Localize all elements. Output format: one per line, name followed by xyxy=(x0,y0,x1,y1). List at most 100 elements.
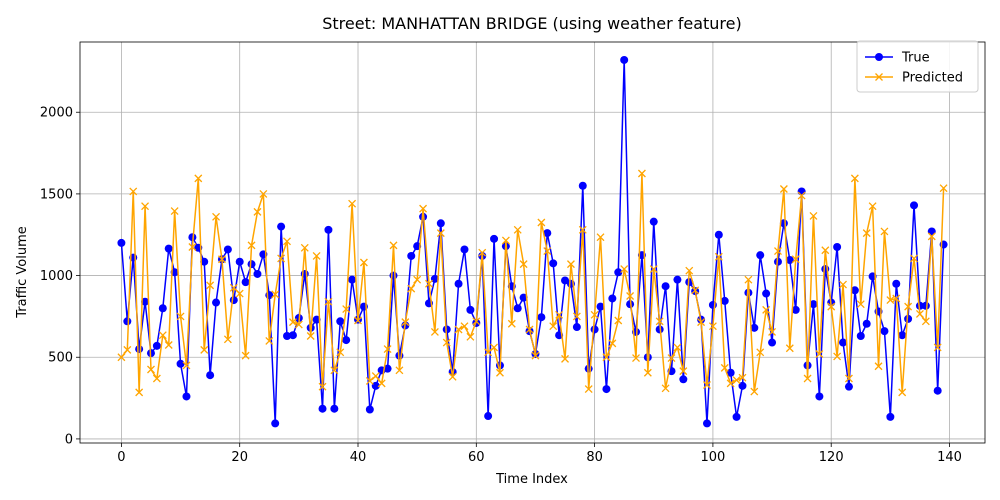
data-point xyxy=(714,252,723,261)
data-point xyxy=(359,258,368,267)
data-point xyxy=(436,229,445,238)
data-point xyxy=(898,331,907,340)
legend-marker xyxy=(875,53,883,61)
data-point xyxy=(288,318,297,327)
data-point xyxy=(407,251,416,260)
data-point xyxy=(797,191,806,200)
data-point xyxy=(182,392,191,401)
data-point xyxy=(496,368,504,377)
data-point xyxy=(880,327,889,336)
data-point xyxy=(259,189,268,198)
data-point xyxy=(939,184,948,193)
data-point xyxy=(543,229,552,238)
data-point xyxy=(590,325,599,334)
data-point xyxy=(212,298,221,307)
data-point xyxy=(152,341,161,350)
data-point xyxy=(791,255,800,264)
data-point xyxy=(519,260,528,269)
data-point xyxy=(164,244,173,253)
data-point xyxy=(472,317,481,326)
data-point xyxy=(691,286,700,295)
data-point xyxy=(377,379,386,388)
data-point xyxy=(389,241,398,250)
data-point xyxy=(395,366,404,375)
data-point xyxy=(809,211,818,220)
data-point xyxy=(176,359,185,368)
plot-frame xyxy=(79,41,986,444)
data-point xyxy=(679,375,688,384)
data-point xyxy=(354,316,362,325)
data-point xyxy=(342,336,351,345)
data-point xyxy=(466,305,475,314)
data-point xyxy=(218,255,226,264)
data-point xyxy=(549,322,558,331)
data-point xyxy=(655,317,664,326)
data-point xyxy=(637,169,646,178)
data-point xyxy=(288,331,297,340)
data-point xyxy=(661,384,670,393)
data-point xyxy=(123,317,132,326)
data-point xyxy=(454,325,463,334)
data-point xyxy=(448,372,457,381)
data-point xyxy=(915,310,924,318)
data-point xyxy=(117,353,126,362)
data-point xyxy=(874,362,883,371)
data-point xyxy=(685,266,694,275)
chart-title: Street: MANHATTAN BRIDGE (using weather … xyxy=(322,14,742,33)
data-point xyxy=(643,368,652,377)
legend-label: Predicted xyxy=(902,71,963,86)
data-point xyxy=(921,317,930,326)
data-point xyxy=(525,325,534,334)
data-point xyxy=(365,405,374,414)
data-point xyxy=(910,201,919,210)
y-tick-label: 500 xyxy=(48,351,73,366)
data-point xyxy=(596,302,605,311)
data-point xyxy=(915,301,924,310)
data-point xyxy=(152,374,161,383)
data-point xyxy=(750,323,759,332)
legend-item-true: True xyxy=(865,51,930,66)
data-point xyxy=(584,385,593,394)
data-point xyxy=(632,354,640,363)
data-point xyxy=(336,348,345,357)
data-point xyxy=(809,300,818,309)
data-point xyxy=(649,217,658,226)
data-point xyxy=(921,301,930,310)
data-point xyxy=(188,243,197,251)
data-point xyxy=(708,322,717,331)
data-point xyxy=(815,350,824,358)
y-tick-label: 2000 xyxy=(40,106,73,121)
data-point xyxy=(833,352,842,361)
data-point xyxy=(702,419,711,428)
data-point xyxy=(898,388,907,397)
legend-label: True xyxy=(901,51,930,66)
data-point xyxy=(147,365,155,374)
data-point xyxy=(241,278,250,287)
data-point xyxy=(318,382,327,391)
data-point xyxy=(223,335,232,344)
series-predicted xyxy=(117,169,948,397)
data-point xyxy=(348,275,357,284)
data-point xyxy=(141,297,150,306)
data-point xyxy=(732,376,741,385)
data-point xyxy=(572,323,581,332)
data-point xyxy=(318,404,327,413)
data-point xyxy=(158,304,167,313)
data-point xyxy=(815,392,824,401)
data-point xyxy=(430,327,439,336)
x-tick-label: 100 xyxy=(700,450,725,465)
data-point xyxy=(312,315,321,324)
x-tick-label: 20 xyxy=(231,450,248,465)
data-point xyxy=(348,199,357,208)
data-point xyxy=(738,381,747,390)
data-point xyxy=(265,336,274,345)
data-point xyxy=(661,282,670,291)
data-point xyxy=(413,275,422,284)
y-axis-label: Traffic Volume xyxy=(15,226,30,319)
data-point xyxy=(330,366,339,375)
data-point xyxy=(235,257,244,266)
data-point xyxy=(768,327,777,336)
data-point xyxy=(223,245,232,254)
data-point xyxy=(856,332,865,341)
data-point xyxy=(850,174,859,183)
